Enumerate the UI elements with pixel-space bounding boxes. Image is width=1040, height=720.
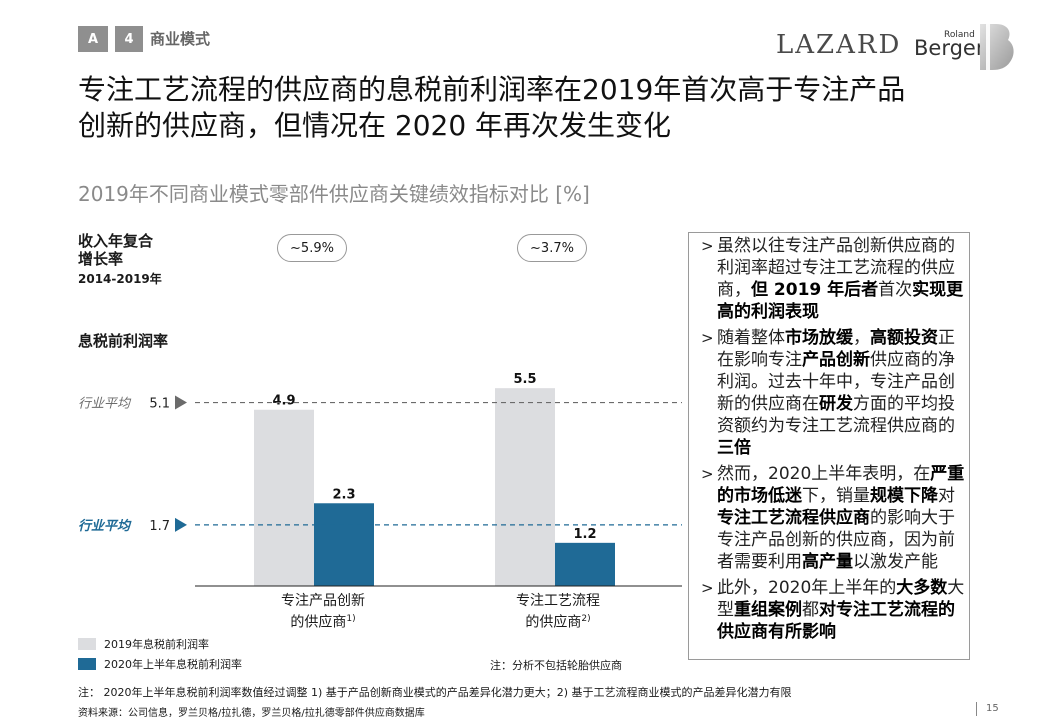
legend-label-2019: 2019年息税前利润率 [104,638,209,651]
finding-2-segment-8: 研发 [819,394,853,414]
category-label-process: 专注工艺流程 的供应商2) [478,592,638,632]
legend-swatch-2020h1 [78,658,96,670]
roland-logo-text: Roland [944,30,975,40]
section-letter-tag: A [78,26,108,52]
finding-2-segment-4: 高额投资 [870,328,938,348]
key-findings-panel: > 虽然以往专注产品创新供应商的利润率超过专注工艺流程的供应商，但 2019 年后… [688,232,970,660]
finding-1-segment-1: 虽然以往专注产品创新供应商的利润率超过专注工艺流程的供应商， [717,236,955,300]
category-label-product-innovation: 专注产品创新 的供应商1) [243,592,403,632]
cagr-pill-process: ~3.7% [517,234,587,262]
reference-value-1: 5.1 [149,397,170,412]
legend-item-2020h1: 2020年上半年息税前利润率 [78,656,242,672]
data-label-2-series-2: 1.2 [573,527,596,542]
finding-3-segment-2: 严重的市场低迷 [717,464,965,506]
finding-3-segment-7: 的影响大于专注产品创新的供应商，因为前者需要利用 [717,508,955,572]
finding-2-segment-3: ， [853,328,870,348]
page-number-divider [976,702,977,716]
cagr-pill-product-innovation: ~5.9% [277,234,347,262]
ebit-bar-chart: 4.9 2.3 5.5 1.2 5.1 行业平均 1.7 行业平均 [78,372,682,587]
category-2-line2: 的供应商 [525,614,582,631]
section-number-tag: 4 [115,26,143,52]
bar-2-series-1 [495,388,555,586]
finding-2-segment-10: 三倍 [717,438,751,458]
finding-bullet-1: > 虽然以往专注产品创新供应商的利润率超过专注工艺流程的供应商，但 2019 年后… [695,235,965,323]
data-label-2-series-1: 5.5 [513,372,536,387]
berger-logo-text: Berger [914,36,985,60]
page-title-line1: 专注工艺流程的供应商的息税前利润率在2019年首次高于专注产品 [78,73,906,106]
finding-3-segment-9: 以激发产能 [853,552,938,572]
finding-4-segment-1: 此外，2020年上半年的 [717,578,897,598]
data-label-1-series-1: 4.9 [272,394,295,409]
finding-2-segment-1: 随着整体 [717,328,785,348]
category-1-line1: 专注产品创新 [281,593,365,609]
roland-berger-b-logo-icon [976,22,1016,76]
finding-2-segment-5: 正在影响专注 [717,328,955,370]
reference-label-2: 行业平均 [78,518,132,534]
finding-4-segment-6: 对专注工艺流程的供应商有所影响 [717,600,955,642]
bullet-chevron-icon: > [701,329,714,347]
reference-value-2: 1.7 [149,519,170,534]
category-2-line1: 专注工艺流程 [516,593,600,609]
finding-bullet-4: > 此外，2020年上半年的大多数大型重组案例都对专注工艺流程的供应商有所影响 [695,577,965,643]
bar-1-series-2 [314,503,374,586]
finding-2-segment-7: 供应商的净利润。过去十年中，专注产品创新的供应商在 [717,350,955,414]
footnote: 注： 2020年上半年息税前利润率数值经过调整 1) 基于产品创新商业模式的产品… [78,686,792,699]
finding-1-segment-3: 首次 [878,280,913,300]
chart-subtitle: 2019年不同商业模式零部件供应商关键绩效指标对比 [%] [78,182,590,206]
finding-1-segment-2: 但 2019 年后者 [751,280,879,300]
finding-4-segment-3: 大型 [717,578,965,620]
revenue-cagr-period: 2014-2019年 [78,272,162,286]
finding-3-segment-4: 规模下降 [870,486,938,506]
bullet-chevron-icon: > [701,465,714,483]
ebit-margin-label: 息税前利润率 [78,332,169,350]
bar-2-series-2 [555,542,615,586]
finding-4-segment-5: 都 [802,600,819,620]
finding-2-segment-6: 产品创新 [802,350,870,370]
finding-2-segment-9: 方面的平均投资额约为专注工艺流程供应商的 [717,394,955,436]
finding-bullet-3: > 然而，2020上半年表明，在严重的市场低迷下，销量规模下降对专注工艺流程供应商… [695,463,965,573]
finding-1-segment-4: 实现更高的利润表现 [717,280,964,322]
section-title: 商业模式 [150,30,211,48]
revenue-cagr-label: 收入年复合 增长率 [78,232,153,268]
page-title-line2: 创新的供应商，但情况在 2020 年再次发生变化 [78,109,672,142]
revenue-cagr-label-line2: 增长率 [78,250,124,268]
category-1-line2: 的供应商 [290,614,347,631]
finding-3-segment-6: 专注工艺流程供应商 [717,508,870,528]
reference-arrow-icon-1 [175,395,187,410]
bar-1-series-1 [254,409,314,586]
lazard-logo: LAZARD [776,30,902,60]
revenue-cagr-label-line1: 收入年复合 [78,232,154,250]
finding-bullet-2: > 随着整体市场放缓，高额投资正在影响专注产品创新供应商的净利润。过去十年中，专注… [695,327,965,459]
finding-3-segment-1: 然而，2020上半年表明，在 [717,464,931,484]
finding-3-segment-5: 对 [938,486,955,506]
category-1-footnote-mark: 1) [346,614,356,624]
page-number: 15 [986,703,999,714]
data-label-1-series-2: 2.3 [332,487,355,502]
finding-3-segment-8: 高产量 [802,552,853,572]
bullet-chevron-icon: > [701,237,714,255]
legend-label-2020h1: 2020年上半年息税前利润率 [104,658,242,671]
finding-4-segment-2: 大多数 [896,578,948,598]
bullet-chevron-icon: > [701,579,714,597]
legend-swatch-2019 [78,638,96,650]
reference-arrow-icon-2 [175,517,187,532]
finding-2-segment-2: 市场放缓 [785,328,853,348]
chart-note: 注：分析不包括轮胎供应商 [490,659,622,672]
legend-item-2019: 2019年息税前利润率 [78,636,209,652]
reference-label-1: 行业平均 [78,397,132,412]
finding-4-segment-4: 重组案例 [734,600,802,620]
source-note: 资料来源：公司信息，罗兰贝格/拉扎德，罗兰贝格/拉扎德零部件供应商数据库 [78,708,425,719]
category-2-footnote-mark: 2) [581,614,591,624]
finding-3-segment-3: 下，销量 [802,486,870,506]
page-title: 专注工艺流程的供应商的息税前利润率在2019年首次高于专注产品 创新的供应商，但… [78,72,978,144]
